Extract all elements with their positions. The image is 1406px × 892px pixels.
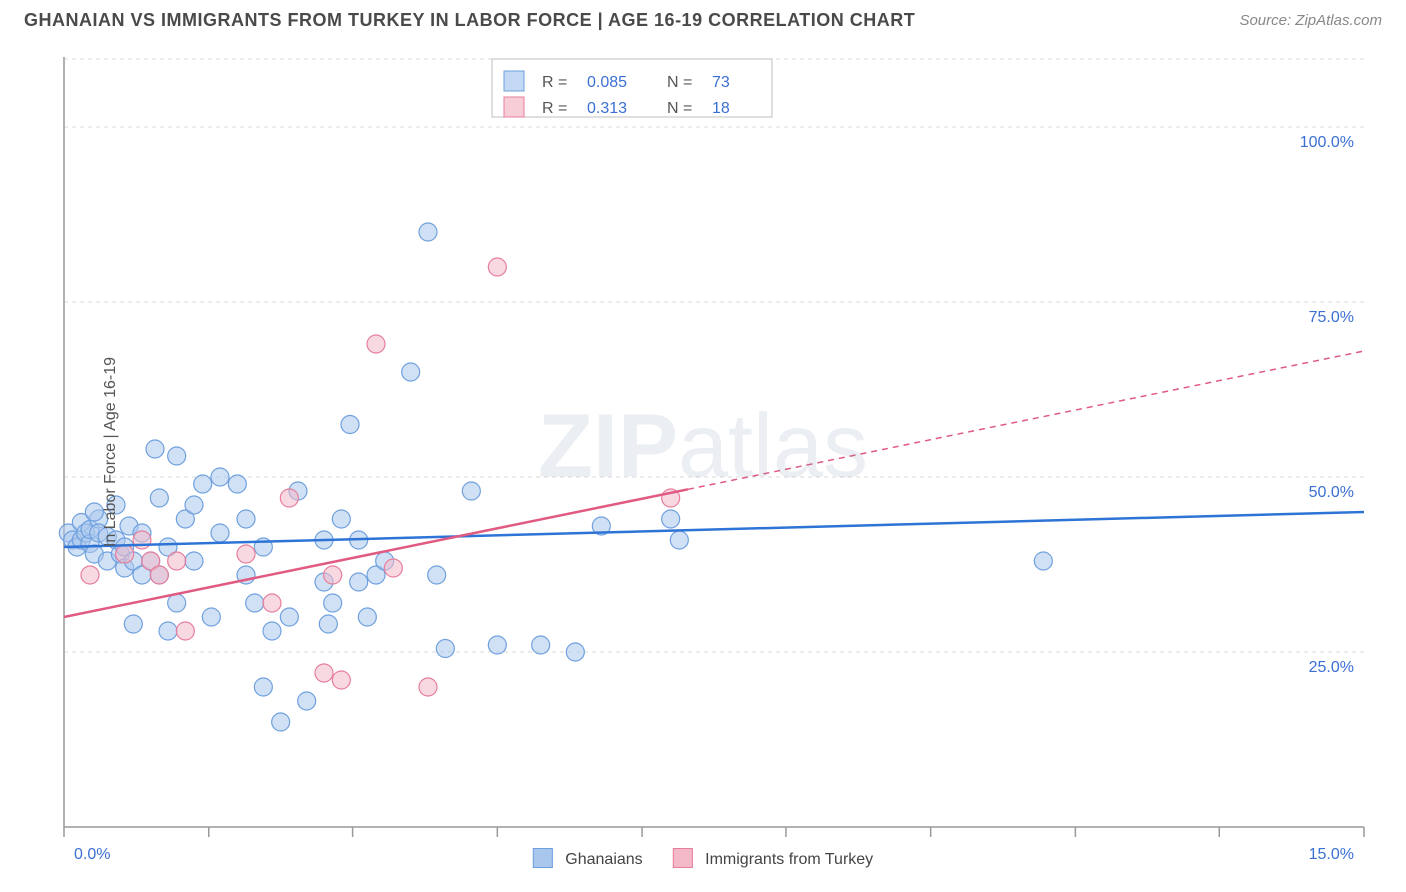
legend-item-ghanaians: Ghanaians [533,848,643,869]
svg-text:R =: R = [542,100,567,117]
svg-text:18: 18 [712,100,730,117]
chart-area: In Labor Force | Age 16-19 ZIPatlas 25.0… [24,37,1382,867]
svg-text:25.0%: 25.0% [1309,659,1354,676]
svg-text:100.0%: 100.0% [1300,134,1354,151]
legend-swatch-icon [673,848,693,868]
legend-bottom: Ghanaians Immigrants from Turkey [533,848,873,869]
svg-text:75.0%: 75.0% [1309,309,1354,326]
legend-swatch-icon [533,848,553,868]
svg-text:0.313: 0.313 [587,100,627,117]
y-axis-label: In Labor Force | Age 16-19 [102,357,120,547]
source-credit: Source: ZipAtlas.com [1239,12,1382,29]
chart-title: GHANAIAN VS IMMIGRANTS FROM TURKEY IN LA… [24,10,915,31]
svg-text:50.0%: 50.0% [1309,484,1354,501]
svg-text:N =: N = [667,74,692,91]
legend-label: Ghanaians [565,851,642,868]
scatter-chart: 25.0% 50.0% 75.0% 100.0% 0.0% 15.0% R = 0.085 N … [24,37,1382,867]
svg-text:N =: N = [667,100,692,117]
legend-item-turkey: Immigrants from Turkey [673,848,873,869]
svg-text:0.0%: 0.0% [74,846,110,863]
svg-text:73: 73 [712,74,730,91]
svg-text:15.0%: 15.0% [1309,846,1354,863]
legend-label: Immigrants from Turkey [705,851,873,868]
svg-text:R =: R = [542,74,567,91]
svg-text:0.085: 0.085 [587,74,627,91]
